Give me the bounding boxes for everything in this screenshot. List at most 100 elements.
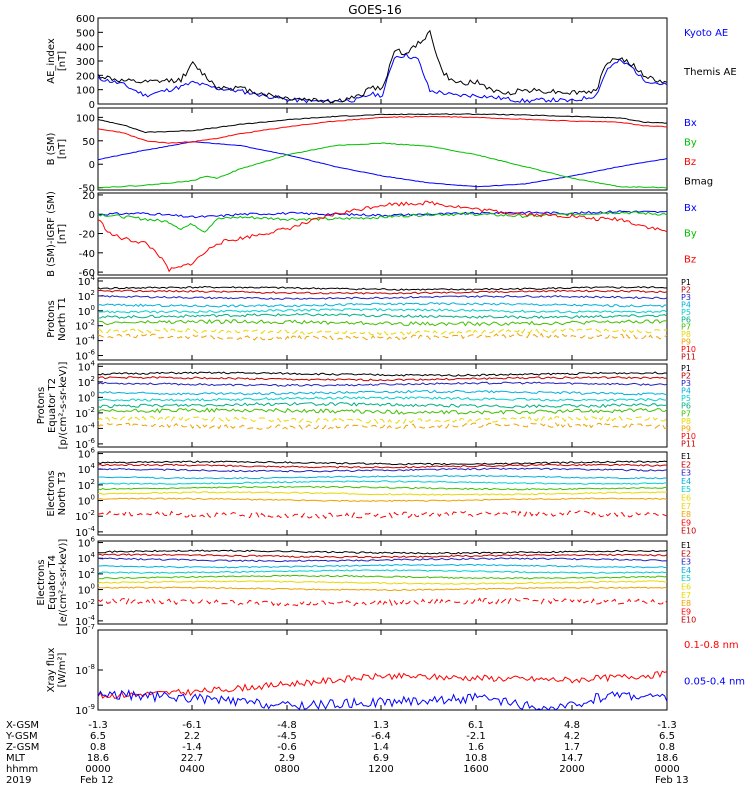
footer-value: -4.5 xyxy=(277,731,297,742)
series-line-e8 xyxy=(97,497,668,503)
y-tick-mantissa: 10 xyxy=(78,393,91,404)
series-line-p7 xyxy=(97,407,668,415)
legend-label: P9 xyxy=(681,338,691,347)
footer-value: 1600 xyxy=(463,764,488,775)
y-tick-label: 10-2 xyxy=(75,319,95,333)
y-tick-exponent: -6 xyxy=(88,437,96,445)
y-tick-label: 0 xyxy=(89,100,95,111)
series-line-e2 xyxy=(97,553,668,559)
y-axis-label: AE_index xyxy=(46,38,57,84)
series-line-e5 xyxy=(97,480,668,485)
panel-dbsm: 20 0 -20 -40 -60 B (SM)-IGRF (SM) [nT] Bx By Bz xyxy=(46,191,697,279)
y-tick-mantissa: 10 xyxy=(75,322,88,333)
series-line-p4 xyxy=(97,389,668,396)
y-tick-label: 0 xyxy=(89,160,95,171)
legend-label: 0.05-0.4 nm xyxy=(684,676,745,687)
legend-label: E4 xyxy=(681,477,691,486)
footer-value: -6.4 xyxy=(371,731,391,742)
y-axis-label: Xray flux xyxy=(46,648,57,693)
y-tick-label: 102 xyxy=(78,289,95,303)
y-tick-mantissa: 10 xyxy=(78,539,91,550)
y-tick-label: 10-8 xyxy=(75,663,95,677)
y-tick-exponent: 4 xyxy=(91,462,96,470)
y-tick-exponent: 2 xyxy=(91,289,95,297)
series-line-e8 xyxy=(97,586,668,591)
series-line-kyoto-ae xyxy=(97,52,668,104)
y-axis-label: B (SM) xyxy=(46,132,57,165)
footer-ephemeris: X-GSM -1.3 -6.1 -4.8 1.3 6.1 4.8 -1.3 Y-GSM 6.5 2.… xyxy=(5,720,689,786)
y-tick-label: 10-6 xyxy=(75,349,95,363)
series-line-e1 xyxy=(97,460,668,466)
y-tick-exponent: -2 xyxy=(88,598,95,606)
y-axis-label: [nT] xyxy=(57,224,68,244)
series-line-e1 xyxy=(98,549,668,555)
legend-label: P1 xyxy=(681,278,691,287)
footer-value: 6.5 xyxy=(659,731,675,742)
y-tick-label: 10-4 xyxy=(75,525,95,539)
legend-label: E2 xyxy=(681,460,691,469)
series-line-e3 xyxy=(97,557,668,563)
legend-label: E6 xyxy=(681,583,691,592)
series-line-e2 xyxy=(97,463,668,469)
legend-label: P11 xyxy=(681,439,696,448)
y-tick-mantissa: 10 xyxy=(78,465,91,476)
y-axis-label: Equator T4 xyxy=(47,555,58,610)
y-tick-label: 100 xyxy=(78,304,95,318)
y-tick-mantissa: 10 xyxy=(78,586,91,597)
y-tick-exponent: -6 xyxy=(88,349,96,357)
footer-value: -1.4 xyxy=(182,742,202,753)
legend-label: E1 xyxy=(681,452,691,461)
y-tick-mantissa: 10 xyxy=(78,497,91,508)
y-tick-mantissa: 10 xyxy=(75,337,88,348)
y-axis-label: Electrons xyxy=(46,470,57,516)
legend-label: E7 xyxy=(681,591,691,600)
panel-frame xyxy=(97,277,668,361)
y-tick-mantissa: 10 xyxy=(78,450,91,461)
y-tick-mantissa: 10 xyxy=(75,617,88,628)
legend-label: P9 xyxy=(681,424,691,433)
legend-label: P4 xyxy=(681,300,691,309)
y-tick-exponent: -4 xyxy=(88,614,96,622)
legend-label: Bz xyxy=(684,254,696,265)
legend-label: Kyoto AE xyxy=(684,28,728,39)
y-tick-exponent: -4 xyxy=(88,334,96,342)
y-tick-label: 10-9 xyxy=(75,703,95,717)
legend-label: P1 xyxy=(681,364,691,373)
series-line-themis-ae xyxy=(97,29,668,104)
y-axis-label: [p/(cm²-s-sr-keV)] xyxy=(58,362,69,450)
y-tick-exponent: -2 xyxy=(88,509,95,517)
legend-label: E3 xyxy=(681,558,691,567)
y-tick-label: 200 xyxy=(76,71,95,82)
footer-value: 1.7 xyxy=(564,742,580,753)
footer-value: 0000 xyxy=(654,764,679,775)
panel-frame xyxy=(97,629,668,711)
series-line-e9 xyxy=(97,597,668,607)
y-tick-exponent: 0 xyxy=(91,583,95,591)
y-tick-mantissa: 10 xyxy=(75,706,88,717)
y-tick-label: 10-4 xyxy=(75,421,95,435)
series-line-bz xyxy=(97,200,668,273)
legend-label: P7 xyxy=(681,409,691,418)
y-tick-mantissa: 10 xyxy=(75,440,88,451)
y-tick-label: 104 xyxy=(78,462,96,476)
y-tick-exponent: 2 xyxy=(91,567,95,575)
y-tick-exponent: 0 xyxy=(91,494,95,502)
y-tick-mantissa: 10 xyxy=(78,362,91,373)
legend-label: P8 xyxy=(681,417,691,426)
footer-value: 1200 xyxy=(368,764,393,775)
footer-value: 1.3 xyxy=(373,720,389,731)
y-axis-label: Equator T2 xyxy=(47,378,58,433)
footer-value: 10.8 xyxy=(465,753,487,764)
y-tick-label: -60 xyxy=(79,268,95,279)
y-axis-label: [W/m²] xyxy=(57,652,68,687)
series-line-p7 xyxy=(97,319,668,327)
footer-value: 18.6 xyxy=(656,753,678,764)
y-tick-exponent: -9 xyxy=(88,703,95,711)
legend-label: P3 xyxy=(681,379,691,388)
panel-frame xyxy=(97,363,668,448)
footer-value: 2.9 xyxy=(279,753,295,764)
